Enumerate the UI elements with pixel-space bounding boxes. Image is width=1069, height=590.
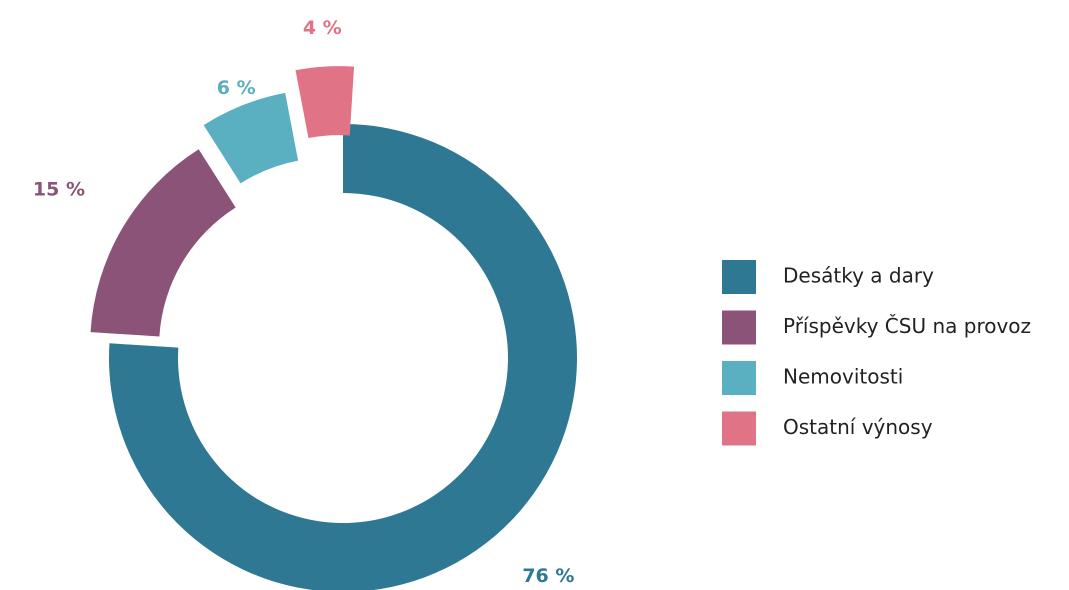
legend-swatch [722, 411, 756, 446]
slice-label: 6 % [217, 77, 256, 99]
donut-slice [203, 92, 299, 184]
donut-slice [295, 66, 355, 139]
donut-slice [109, 124, 577, 590]
legend-label: Desátky a dary [783, 264, 934, 288]
donut-slice [90, 149, 236, 337]
slice-label: 76 % [522, 565, 574, 587]
legend-label: Nemovitosti [783, 365, 903, 389]
legend-swatch [722, 260, 756, 294]
legend-swatch [722, 361, 756, 395]
slice-label: 15 % [33, 179, 85, 201]
legend-swatch [722, 310, 756, 345]
legend-label: Příspěvky ČSU na provoz [783, 314, 1031, 338]
legend-label: Ostatní výnosy [783, 415, 933, 439]
slice-label: 4 % [303, 17, 342, 39]
